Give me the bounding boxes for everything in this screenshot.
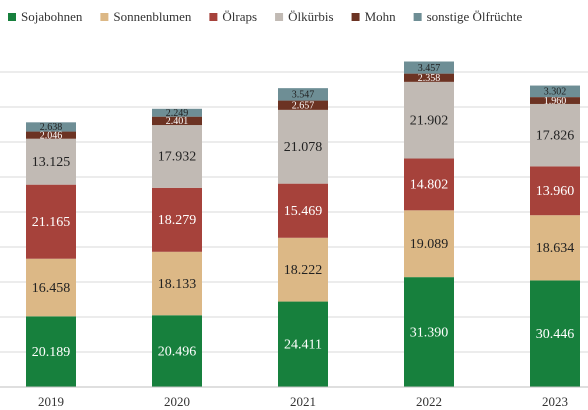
legend-label: Ölraps (222, 9, 257, 24)
bar-segment (26, 138, 76, 185)
bar-segment (278, 183, 328, 238)
x-tick-label: 2021 (290, 394, 316, 409)
legend-swatch (351, 13, 360, 21)
data-label: 21.165 (32, 215, 71, 230)
bar-segment (530, 85, 580, 98)
bar-segment (26, 184, 76, 259)
x-tick-label: 2022 (416, 394, 442, 409)
data-label: 21.078 (284, 140, 323, 155)
legend-label: sonstige Ölfrüchte (427, 9, 523, 24)
x-tick-label: 2020 (164, 394, 190, 409)
data-label: 2.657 (292, 101, 315, 112)
data-label: 17.932 (158, 150, 197, 165)
data-label: 17.826 (536, 128, 575, 143)
bar-segment (278, 100, 328, 110)
bar-segment (152, 125, 202, 188)
legend-swatch (209, 13, 218, 21)
x-tick-label: 2023 (542, 394, 568, 409)
bar-segment (278, 88, 328, 101)
data-label: 18.133 (158, 277, 197, 292)
bar-segment (404, 158, 454, 211)
bar-segment (530, 97, 580, 104)
legend-swatch (100, 13, 109, 21)
data-label: 30.446 (536, 327, 575, 342)
data-label: 1.960 (544, 96, 567, 107)
legend-label: Ölkürbis (288, 9, 334, 24)
bar-segment (26, 258, 76, 317)
data-label: 14.802 (410, 178, 449, 193)
legend-label: Mohn (365, 9, 397, 24)
data-label: 18.634 (536, 241, 575, 256)
legend-swatch (275, 13, 284, 21)
legend-label: Sonnenblumen (113, 9, 191, 24)
data-label: 2.249 (166, 108, 189, 119)
bar-segment (404, 210, 454, 278)
data-label: 2.401 (166, 116, 189, 127)
data-label: 16.458 (32, 281, 71, 296)
data-label: 21.902 (410, 113, 449, 128)
data-label: 2.046 (40, 130, 63, 141)
bar-segment (152, 251, 202, 316)
data-label: 24.411 (284, 337, 322, 352)
bar-segment (404, 73, 454, 82)
bar-segment (404, 61, 454, 74)
bar-segment (530, 166, 580, 216)
bar-segment (26, 316, 76, 387)
data-label: 18.222 (284, 263, 323, 278)
bar-segment (152, 108, 202, 117)
x-tick-label: 2019 (38, 394, 64, 409)
data-label: 19.089 (410, 237, 449, 252)
data-label: 20.189 (32, 345, 71, 360)
bar-segment (26, 122, 76, 132)
data-label: 3.547 (292, 90, 315, 101)
bar-segment (530, 280, 580, 387)
data-label: 15.469 (284, 204, 323, 219)
bar-segment (278, 237, 328, 302)
bar-segment (278, 109, 328, 184)
bar-segment (152, 116, 202, 126)
data-label: 20.496 (158, 344, 197, 359)
data-label: 2.638 (40, 122, 63, 133)
data-label: 13.125 (32, 155, 71, 170)
data-label: 18.279 (158, 213, 197, 228)
legend-label: Sojabohnen (21, 9, 83, 24)
bar-segment (404, 277, 454, 387)
legend-swatch (8, 13, 16, 21)
data-label: 3.302 (544, 87, 567, 98)
bar-segment (530, 215, 580, 281)
bar-segment (278, 301, 328, 387)
data-label: 2.358 (418, 73, 441, 84)
data-label: 3.457 (418, 63, 441, 74)
bar-segment (152, 315, 202, 387)
data-label: 13.960 (536, 184, 575, 199)
legend-swatch (413, 13, 422, 21)
bar-segment (530, 103, 580, 167)
bar-segment (152, 187, 202, 252)
bar-segment (404, 81, 454, 159)
bar-segment (26, 131, 76, 139)
data-label: 31.390 (410, 325, 449, 340)
